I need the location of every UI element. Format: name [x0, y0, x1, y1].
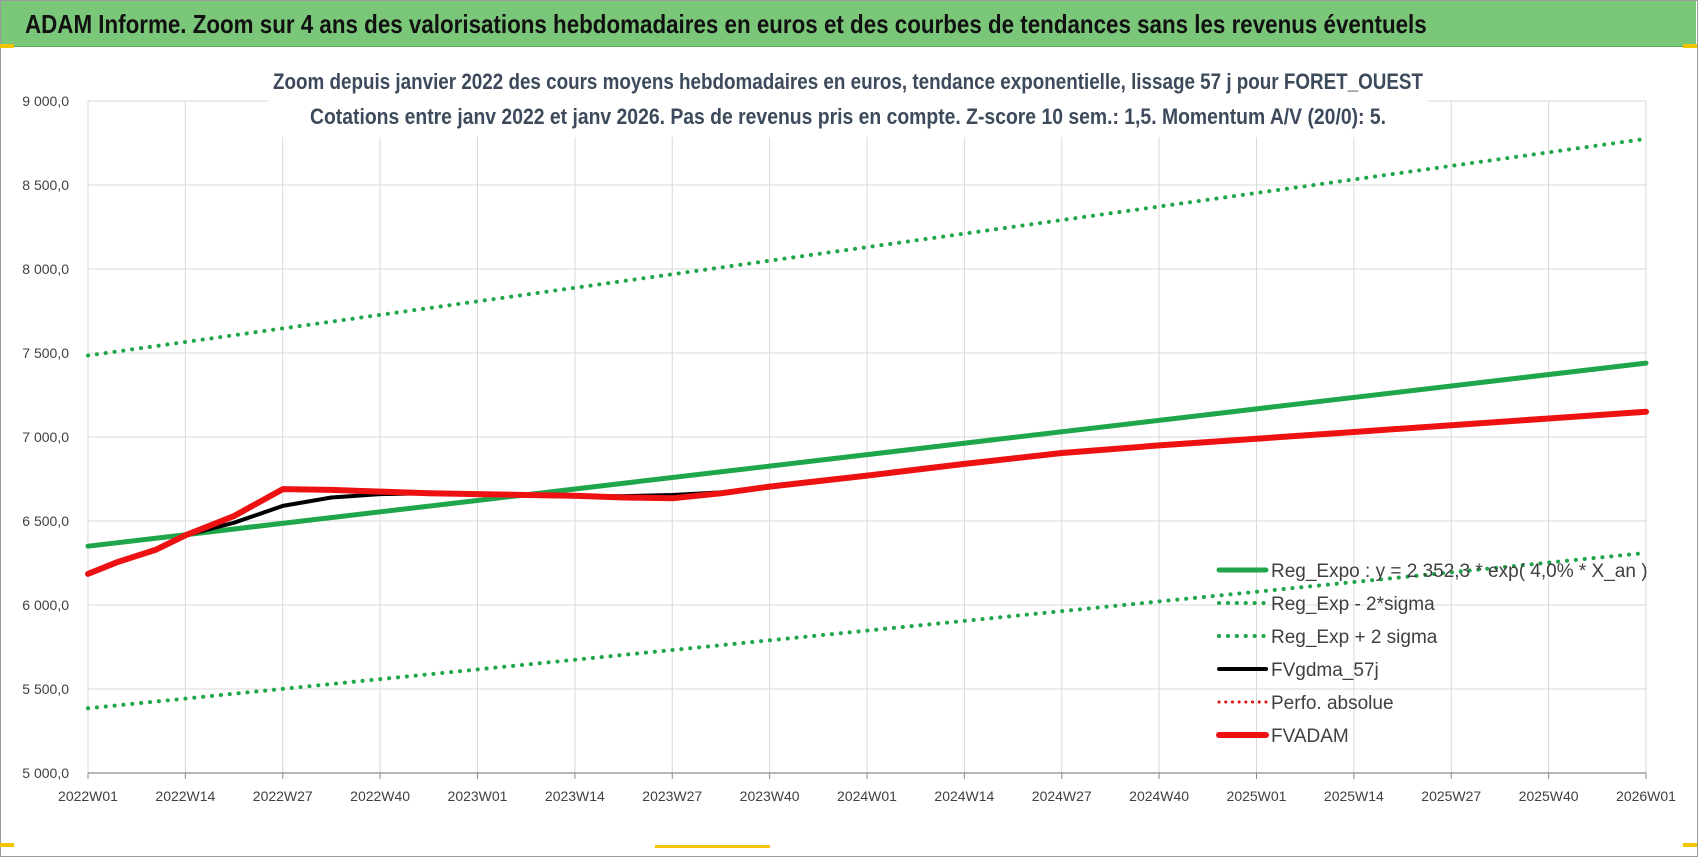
chart-title-background	[268, 63, 1428, 137]
chart-axes: 5 000,0 5 500,0 6 000,0 6 500,0 7 000,0 7 500…	[22, 93, 1676, 804]
x-tick-label: 2022W40	[350, 788, 410, 804]
x-tick-label: 2023W14	[545, 788, 605, 804]
banner-title: ADAM Informe. Zoom sur 4 ans des valoris…	[25, 9, 1427, 39]
y-tick-label: 9 000,0	[22, 93, 69, 109]
frame-corner-mark	[0, 44, 14, 48]
y-tick-label: 6 000,0	[22, 597, 69, 613]
series-line-fvadam	[85, 408, 1649, 577]
frame-corner-mark	[0, 843, 14, 847]
frame-center-mark	[655, 845, 770, 848]
x-tick-label: 2024W01	[837, 788, 897, 804]
x-tick-label: 2022W27	[253, 788, 313, 804]
x-tick-label: 2025W01	[1227, 788, 1287, 804]
legend-label: Reg_Exp - 2*sigma	[1271, 594, 1435, 615]
header-banner: ADAM Informe. Zoom sur 4 ans des valoris…	[1, 1, 1696, 47]
y-tick-label: 7 000,0	[22, 429, 69, 445]
x-tick-label: 2023W01	[448, 788, 508, 804]
legend-label: FVgdma_57j	[1271, 660, 1379, 681]
y-tick-label: 5 500,0	[22, 681, 69, 697]
x-tick-label: 2024W27	[1032, 788, 1092, 804]
x-tick-label: 2023W27	[642, 788, 702, 804]
y-tick-label: 8 500,0	[22, 177, 69, 193]
legend-label: FVADAM	[1271, 726, 1349, 747]
x-tick-label: 2025W27	[1421, 788, 1481, 804]
legend-label: Perfo. absolue	[1271, 693, 1394, 714]
x-tick-label: 2022W01	[58, 788, 118, 804]
legend-label: Reg_Exp + 2 sigma	[1271, 627, 1438, 648]
frame-corner-mark	[1683, 843, 1697, 847]
x-tick-label: 2023W40	[740, 788, 800, 804]
x-tick-label: 2024W40	[1129, 788, 1189, 804]
y-tick-label: 5 000,0	[22, 765, 69, 781]
chart-series	[85, 136, 1649, 711]
chart-grid	[87, 100, 1647, 774]
x-tick-label: 2022W14	[155, 788, 215, 804]
chart-title-line-2: Cotations entre janv 2022 et janv 2026. …	[310, 104, 1386, 129]
x-tick-label: 2026W01	[1616, 788, 1676, 804]
series-line-reg-expo-y-2-352-3-exp-4-0-x-an	[85, 360, 1649, 549]
frame-corner-mark	[1683, 44, 1697, 48]
x-tick-label: 2025W40	[1519, 788, 1579, 804]
y-tick-label: 6 500,0	[22, 513, 69, 529]
x-tick-label: 2025W14	[1324, 788, 1384, 804]
chart-title-line-1: Zoom depuis janvier 2022 des cours moyen…	[273, 69, 1423, 94]
legend-label: Reg_Expo : y = 2 352,3 * exp( 4,0% * X_a…	[1271, 561, 1648, 582]
x-tick-label: 2024W14	[934, 788, 994, 804]
chart-legend: Reg_Expo : y = 2 352,3 * exp( 4,0% * X_a…	[1216, 561, 1648, 747]
y-tick-label: 7 500,0	[22, 345, 69, 361]
series-line-reg-exp-2-sigma	[86, 550, 1648, 711]
y-tick-label: 8 000,0	[22, 261, 69, 277]
